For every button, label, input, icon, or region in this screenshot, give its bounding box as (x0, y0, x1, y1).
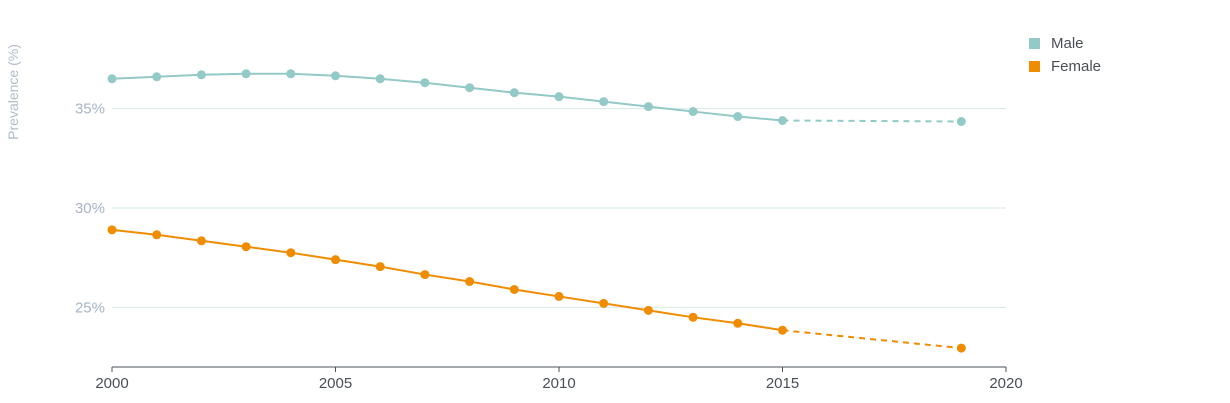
data-point-female[interactable] (643, 305, 653, 315)
data-point-female[interactable] (107, 225, 117, 235)
data-point-female[interactable] (331, 255, 340, 265)
data-point-male[interactable] (196, 70, 206, 80)
data-point-male[interactable] (331, 71, 340, 81)
y-tick-label: 35% (75, 101, 105, 118)
data-point-female[interactable] (196, 236, 206, 246)
data-point-male[interactable] (420, 78, 430, 88)
x-tick-labels: 2000 2005 2010 2015 2020 (95, 367, 1023, 392)
y-tick-label: 25% (75, 299, 105, 316)
x-tick-label: 2005 (319, 375, 352, 392)
data-point-male[interactable] (554, 92, 564, 102)
legend-item-male[interactable]: Male (1029, 32, 1101, 55)
projection-point-female[interactable] (956, 343, 966, 353)
data-point-male[interactable] (643, 102, 653, 112)
data-point-male[interactable] (241, 69, 251, 79)
data-point-female[interactable] (599, 298, 609, 308)
data-point-male[interactable] (152, 72, 162, 82)
data-point-female[interactable] (286, 248, 296, 258)
legend-label-male: Male (1051, 35, 1084, 52)
data-point-female[interactable] (375, 262, 385, 272)
series-layer (107, 69, 966, 353)
legend-item-female[interactable]: Female (1029, 55, 1101, 78)
data-point-female[interactable] (465, 277, 475, 287)
data-point-female[interactable] (241, 242, 251, 252)
data-point-female[interactable] (688, 312, 698, 322)
data-point-male[interactable] (286, 69, 296, 79)
x-tick-label: 2010 (542, 375, 575, 392)
data-point-male[interactable] (375, 74, 385, 84)
data-point-male[interactable] (599, 97, 609, 107)
series-line-female (111, 228, 783, 332)
legend-label-female: Female (1051, 58, 1102, 75)
y-tick-labels: 25% 30% 35% (75, 101, 105, 317)
series-line-male (111, 72, 783, 122)
data-point-male[interactable] (733, 112, 743, 122)
data-point-male[interactable] (509, 88, 519, 98)
data-point-female[interactable] (509, 284, 519, 294)
data-point-female[interactable] (420, 270, 430, 280)
x-tick-label: 2015 (766, 375, 799, 392)
legend-swatch-female (1029, 61, 1040, 72)
data-point-male[interactable] (688, 107, 698, 117)
projection-point-male[interactable] (956, 116, 966, 126)
y-axis-title: Prevalence (%) (5, 44, 21, 140)
data-point-male[interactable] (107, 74, 117, 84)
data-point-female[interactable] (554, 291, 564, 301)
projection-line-male (782, 119, 962, 123)
data-point-male[interactable] (778, 116, 787, 126)
x-tick-label: 2000 (95, 375, 128, 392)
y-tick-label: 30% (75, 200, 105, 217)
data-point-male[interactable] (465, 83, 475, 93)
gridlines (112, 108, 1006, 308)
legend-swatch-male (1029, 38, 1040, 49)
data-point-female[interactable] (778, 325, 787, 335)
x-tick-label: 2020 (989, 375, 1022, 392)
legend: Male Female (1029, 32, 1101, 78)
data-point-female[interactable] (733, 318, 743, 328)
projection-line-female (782, 329, 962, 350)
data-point-female[interactable] (152, 230, 162, 240)
